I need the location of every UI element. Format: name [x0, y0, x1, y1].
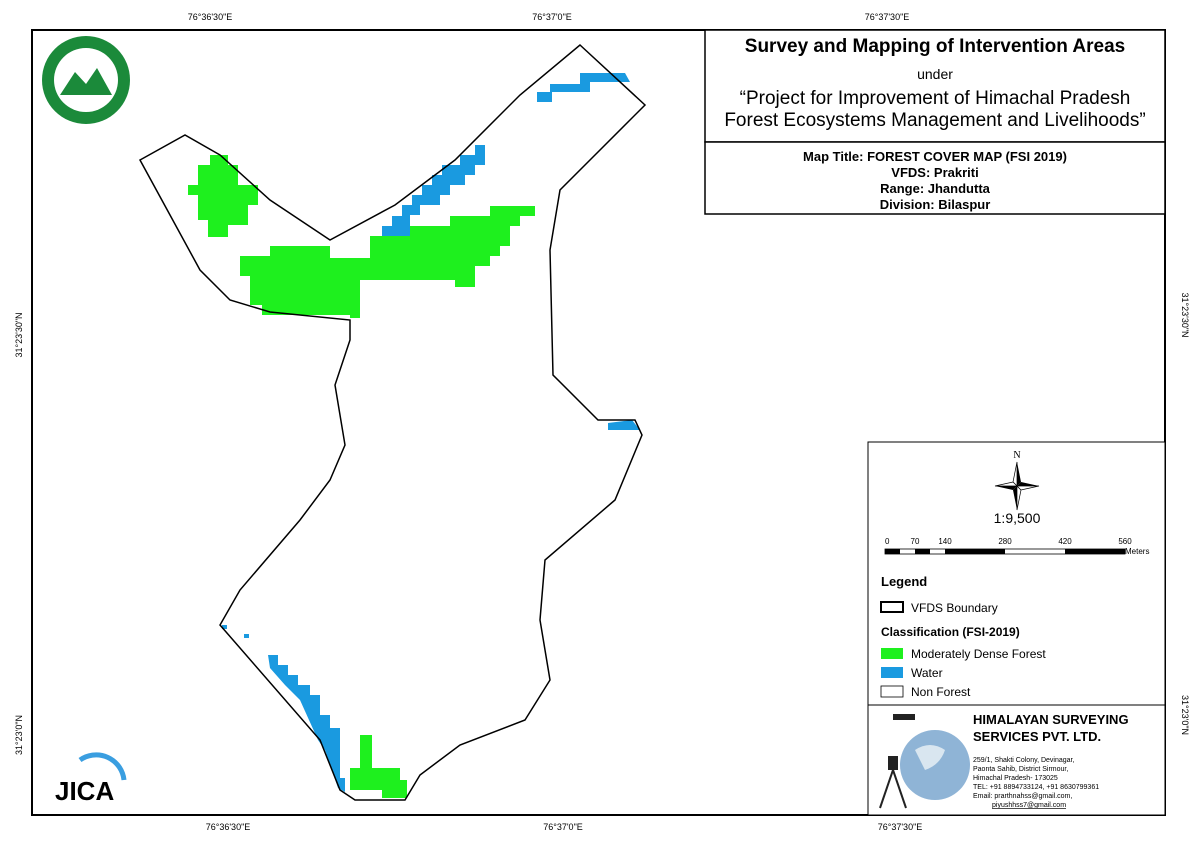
info-line: Range: Jhandutta — [880, 181, 991, 196]
map-features — [138, 44, 647, 801]
info-line: VFDS: Prakriti — [891, 165, 978, 180]
non-forest-area — [140, 45, 645, 800]
legend-item: Water — [911, 666, 943, 680]
company-address: Himachal Pradesh- 173025 — [973, 775, 1058, 782]
bottom-coord: 76°37'30"E — [878, 822, 923, 832]
water — [608, 420, 640, 430]
top-coord: 76°37'30"E — [865, 12, 910, 22]
map-frame — [31, 29, 1166, 816]
scale-label: 560 — [1118, 537, 1132, 546]
top-coord: 76°37'0"E — [532, 12, 572, 22]
company-address: Paonta Sahib, District Sirmour, — [973, 766, 1068, 773]
company-name: SERVICES PVT. LTD. — [973, 729, 1101, 744]
scale-ratio: 1:9,500 — [994, 510, 1041, 526]
company-email[interactable]: piyushhss7@gmail.com — [992, 802, 1066, 809]
title: Survey and Mapping of Intervention Areas — [745, 36, 1125, 57]
bottom-coord: 76°37'0"E — [543, 822, 583, 832]
north-label: N — [1013, 450, 1020, 461]
dense-forest — [188, 155, 258, 237]
company-address: TEL: +91 8894733124, +91 8630799361 — [973, 784, 1099, 791]
jica-logo: JICA — [55, 752, 127, 806]
company-logo — [879, 714, 970, 809]
scale-bar — [884, 548, 1126, 555]
nonforest-swatch — [880, 685, 904, 698]
company-address: Email: prarthnahss@gmail.com, — [973, 793, 1072, 800]
vfds-boundary — [138, 44, 647, 801]
water — [244, 634, 249, 638]
left-coord: 31°23'30"N — [14, 312, 24, 357]
scale-label: 140 — [938, 537, 952, 546]
legend-item: Non Forest — [911, 685, 971, 699]
north-arrow — [994, 461, 1040, 511]
dense-forest — [240, 206, 535, 318]
scale-label: 420 — [1058, 537, 1072, 546]
project: “Project for Improvement of Himachal Pra… — [740, 88, 1131, 109]
water — [268, 655, 345, 792]
legend-item: VFDS Boundary — [911, 601, 998, 615]
left-coord: 31°23'0"N — [14, 715, 24, 755]
legend-title: Legend — [881, 574, 927, 589]
boundary-swatch — [880, 601, 904, 613]
scale-label: 70 — [911, 537, 920, 546]
project: Forest Ecosystems Management and Livelih… — [724, 110, 1145, 131]
legend-item: Moderately Dense Forest — [911, 647, 1046, 661]
info-line: Division: Bilaspur — [880, 197, 991, 212]
scale-label: 280 — [998, 537, 1012, 546]
top-coord: 76°36'30"E — [188, 12, 233, 22]
legend-subtitle: Classification (FSI-2019) — [881, 625, 1020, 639]
info-line: Map Title: FOREST COVER MAP (FSI 2019) — [803, 149, 1067, 164]
dense-forest — [350, 735, 407, 798]
water-swatch — [881, 667, 903, 678]
jica-text: JICA — [55, 776, 114, 806]
right-coord: 31°23'30"N — [1180, 292, 1190, 337]
water — [537, 73, 630, 102]
bottom-coord: 76°36'30"E — [206, 822, 251, 832]
forest-swatch — [881, 648, 903, 659]
company-name: HIMALAYAN SURVEYING — [973, 712, 1129, 727]
scale-unit: Meters — [1125, 547, 1149, 556]
water — [222, 625, 227, 629]
right-coord: 31°23'0"N — [1180, 695, 1190, 735]
subtitle: under — [917, 66, 953, 82]
company-address: 259/1, Shakti Colony, Devinagar, — [973, 757, 1074, 764]
info-box — [704, 141, 1166, 215]
scale-label: 0 — [885, 537, 890, 546]
water — [382, 145, 485, 236]
forest-logo — [42, 36, 130, 124]
